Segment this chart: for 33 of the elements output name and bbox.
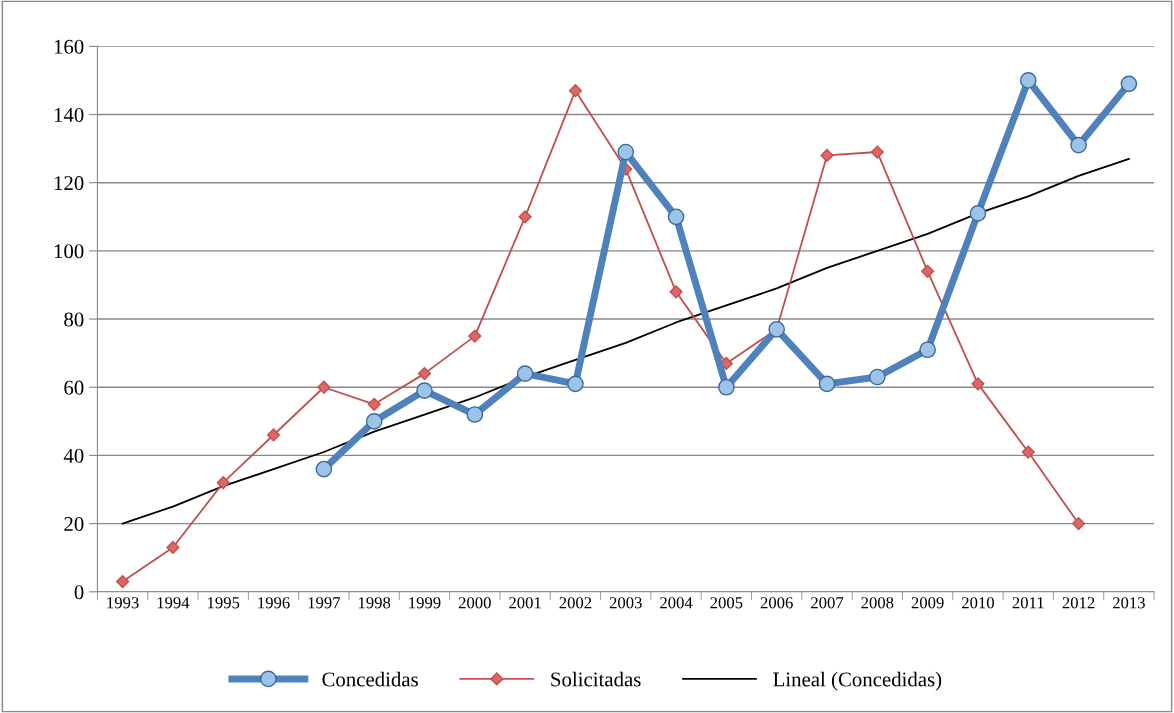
- y-tick-label: 160: [54, 39, 84, 54]
- x-tick-label: 2011: [1012, 597, 1044, 609]
- x-tick-label: 1998: [358, 597, 391, 609]
- legend-label: Concedidas: [322, 671, 418, 687]
- x-tick-label: 2001: [509, 597, 541, 609]
- y-tick-label: 120: [54, 176, 84, 191]
- x-tick-label: 2002: [559, 597, 592, 609]
- legend-label: Lineal (Concedidas): [773, 671, 942, 691]
- x-tick-label: 2007: [811, 597, 844, 609]
- x-tick-label: 2006: [760, 597, 793, 609]
- x-tick-label: 2000: [458, 597, 491, 609]
- x-tick-label: 2009: [911, 597, 944, 609]
- y-tick-label: 100: [54, 244, 84, 259]
- y-tick-label: 20: [64, 516, 84, 532]
- y-tick-label: 140: [54, 107, 84, 122]
- x-tick-label: 2004: [660, 597, 693, 609]
- x-tick-label: 2012: [1062, 597, 1095, 609]
- x-tick-label: 1994: [157, 597, 190, 609]
- y-tick-label: 80: [64, 312, 84, 327]
- x-tick-label: 1996: [258, 597, 290, 609]
- y-tick-label: 60: [64, 380, 84, 395]
- x-tick-label: 1999: [409, 597, 441, 609]
- x-tick-label: 2005: [710, 597, 743, 609]
- x-tick-label: 2013: [1112, 597, 1145, 609]
- legend-label: Solicitadas: [551, 671, 641, 687]
- y-tick-label: 40: [63, 448, 84, 463]
- x-tick-label: 2010: [962, 597, 994, 609]
- x-tick-label: 2003: [609, 597, 642, 609]
- y-tick-label: 0: [74, 585, 84, 600]
- x-tick-label: 1995: [208, 597, 240, 609]
- x-tick-label: 2008: [861, 597, 894, 609]
- x-tick-label: 1997: [308, 597, 341, 609]
- x-tick-label: 1993: [107, 597, 139, 609]
